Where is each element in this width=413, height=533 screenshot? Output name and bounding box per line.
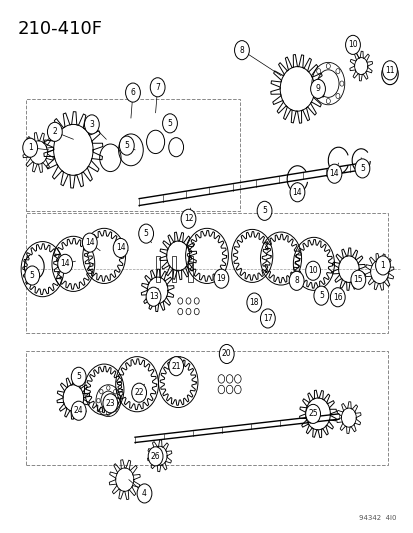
Text: 17: 17 xyxy=(262,314,272,323)
Circle shape xyxy=(375,256,389,275)
Text: 11: 11 xyxy=(385,66,394,75)
Text: 210-410F: 210-410F xyxy=(18,20,102,38)
Text: 18: 18 xyxy=(249,298,259,307)
Text: 7: 7 xyxy=(155,83,160,92)
Circle shape xyxy=(305,261,320,280)
Circle shape xyxy=(305,405,320,423)
Text: 14: 14 xyxy=(116,244,125,253)
Bar xyxy=(26,214,387,333)
Text: 23: 23 xyxy=(105,399,115,408)
Circle shape xyxy=(113,238,128,257)
Text: 1: 1 xyxy=(28,143,33,152)
Circle shape xyxy=(47,122,62,141)
Text: 10: 10 xyxy=(308,266,317,275)
Text: 3: 3 xyxy=(89,120,94,129)
Circle shape xyxy=(71,401,86,420)
Circle shape xyxy=(162,114,177,133)
Circle shape xyxy=(169,357,183,376)
Circle shape xyxy=(119,136,134,155)
Text: 5: 5 xyxy=(167,119,172,128)
Circle shape xyxy=(84,115,99,134)
Text: 5: 5 xyxy=(30,271,35,280)
Text: 94342  4I0: 94342 4I0 xyxy=(358,515,395,521)
Bar xyxy=(188,256,192,282)
Circle shape xyxy=(25,266,40,285)
Circle shape xyxy=(313,286,328,305)
Bar xyxy=(172,256,176,282)
Text: 14: 14 xyxy=(292,188,301,197)
Text: 1: 1 xyxy=(380,261,385,270)
Circle shape xyxy=(146,287,161,306)
Bar xyxy=(26,100,239,211)
Circle shape xyxy=(326,164,341,183)
Circle shape xyxy=(103,394,117,413)
Text: 4: 4 xyxy=(142,489,147,498)
Bar xyxy=(155,256,159,282)
Circle shape xyxy=(82,233,97,252)
Circle shape xyxy=(310,79,325,99)
Circle shape xyxy=(234,41,249,60)
Circle shape xyxy=(57,254,72,273)
Circle shape xyxy=(150,78,165,97)
Text: 5: 5 xyxy=(76,372,81,381)
Circle shape xyxy=(350,270,365,289)
Circle shape xyxy=(354,159,369,178)
Text: 2: 2 xyxy=(52,127,57,136)
Text: 5: 5 xyxy=(359,164,364,173)
Text: 19: 19 xyxy=(216,274,225,283)
Text: 5: 5 xyxy=(143,229,148,238)
Text: 20: 20 xyxy=(221,350,231,359)
Text: 16: 16 xyxy=(332,293,342,302)
Text: 24: 24 xyxy=(74,406,83,415)
Circle shape xyxy=(180,209,195,228)
Circle shape xyxy=(148,447,163,466)
Text: 5: 5 xyxy=(318,291,323,300)
Text: 14: 14 xyxy=(329,169,339,178)
Circle shape xyxy=(382,61,396,80)
Circle shape xyxy=(138,224,153,243)
Text: 13: 13 xyxy=(148,292,158,301)
Text: 6: 6 xyxy=(130,88,135,97)
Text: 12: 12 xyxy=(183,214,193,223)
Circle shape xyxy=(256,201,271,220)
Text: 22: 22 xyxy=(134,388,144,397)
Circle shape xyxy=(23,138,38,157)
Circle shape xyxy=(345,35,359,54)
Circle shape xyxy=(290,183,304,202)
Circle shape xyxy=(219,344,234,364)
Circle shape xyxy=(214,269,228,288)
Text: 5: 5 xyxy=(124,141,129,150)
Text: 14: 14 xyxy=(60,260,70,268)
Text: 15: 15 xyxy=(353,275,362,284)
Circle shape xyxy=(125,83,140,102)
Circle shape xyxy=(289,271,303,290)
Text: 26: 26 xyxy=(150,452,160,461)
Circle shape xyxy=(71,367,86,386)
Text: 10: 10 xyxy=(347,41,357,50)
Circle shape xyxy=(131,383,146,402)
Text: 5: 5 xyxy=(261,206,266,215)
Text: 14: 14 xyxy=(85,238,95,247)
Circle shape xyxy=(260,309,275,328)
Circle shape xyxy=(330,288,344,307)
Text: 8: 8 xyxy=(294,276,298,285)
Circle shape xyxy=(137,484,152,503)
Bar xyxy=(26,351,387,465)
Text: 8: 8 xyxy=(239,46,244,55)
Text: 9: 9 xyxy=(315,84,320,93)
Circle shape xyxy=(246,293,261,312)
Text: 21: 21 xyxy=(171,362,180,370)
Text: 25: 25 xyxy=(308,409,317,418)
